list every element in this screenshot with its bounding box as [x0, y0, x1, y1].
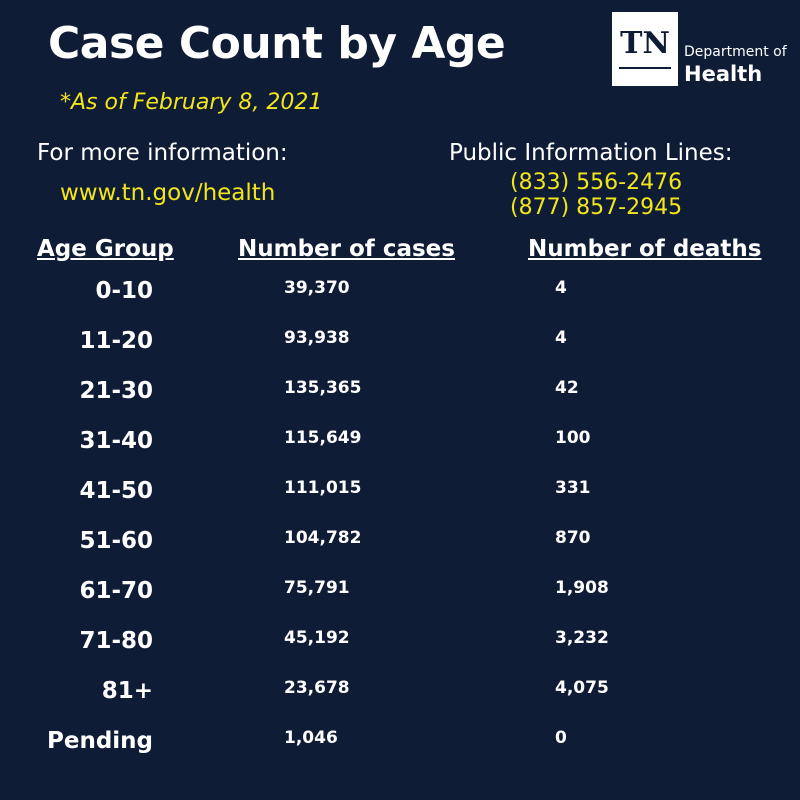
deaths-cell: 4,075 — [555, 678, 609, 698]
age-group-cell: 71-80 — [79, 628, 153, 654]
table-row: 31-40 115,649 100 — [0, 428, 800, 478]
table-row: 61-70 75,791 1,908 — [0, 578, 800, 628]
table-row: 11-20 93,938 4 — [0, 328, 800, 378]
logo-department-text: Department of — [684, 44, 787, 60]
deaths-cell: 42 — [555, 378, 579, 398]
deaths-cell: 1,908 — [555, 578, 609, 598]
tn-logo-box: TN — [612, 12, 678, 86]
phone-number-2[interactable]: (877) 857-2945 — [510, 195, 683, 220]
table-row: Pending 1,046 0 — [0, 728, 800, 778]
public-info-lines-label: Public Information Lines: — [449, 140, 733, 166]
logo-health-text: Health — [684, 62, 763, 86]
deaths-header: Number of deaths — [528, 236, 762, 262]
age-group-cell: 11-20 — [79, 328, 153, 354]
table-row: 21-30 135,365 42 — [0, 378, 800, 428]
age-group-cell: 21-30 — [79, 378, 153, 404]
phone-number-1[interactable]: (833) 556-2476 — [510, 170, 683, 195]
table-row: 71-80 45,192 3,232 — [0, 628, 800, 678]
cases-cell: 1,046 — [284, 728, 338, 748]
cases-header: Number of cases — [238, 236, 455, 262]
cases-cell: 23,678 — [284, 678, 350, 698]
age-group-cell: 31-40 — [79, 428, 153, 454]
deaths-cell: 3,232 — [555, 628, 609, 648]
cases-cell: 115,649 — [284, 428, 362, 448]
deaths-cell: 4 — [555, 278, 567, 298]
table-row: 41-50 111,015 331 — [0, 478, 800, 528]
age-group-cell: 81+ — [101, 678, 153, 704]
cases-cell: 104,782 — [284, 528, 362, 548]
as-of-date: *As of February 8, 2021 — [60, 90, 323, 115]
cases-cell: 45,192 — [284, 628, 350, 648]
deaths-cell: 4 — [555, 328, 567, 348]
age-group-cell: Pending — [46, 728, 153, 754]
age-group-header: Age Group — [37, 236, 174, 262]
tn-logo-mark: TN — [620, 26, 670, 61]
cases-cell: 93,938 — [284, 328, 350, 348]
age-group-cell: 51-60 — [79, 528, 153, 554]
deaths-cell: 870 — [555, 528, 591, 548]
deaths-cell: 100 — [555, 428, 591, 448]
table-row: 51-60 104,782 870 — [0, 528, 800, 578]
page-title: Case Count by Age — [48, 18, 506, 69]
cases-cell: 135,365 — [284, 378, 362, 398]
cases-cell: 75,791 — [284, 578, 350, 598]
table-row: 0-10 39,370 4 — [0, 278, 800, 328]
deaths-cell: 331 — [555, 478, 591, 498]
age-group-cell: 61-70 — [79, 578, 153, 604]
tn-health-logo: TN Department of Health — [612, 12, 792, 86]
more-info-label: For more information: — [37, 140, 288, 166]
cases-cell: 111,015 — [284, 478, 362, 498]
tn-logo-rule — [619, 67, 671, 69]
deaths-cell: 0 — [555, 728, 567, 748]
more-info-url[interactable]: www.tn.gov/health — [60, 180, 276, 206]
table-row: 81+ 23,678 4,075 — [0, 678, 800, 728]
age-group-cell: 0-10 — [95, 278, 153, 304]
age-group-cell: 41-50 — [79, 478, 153, 504]
cases-cell: 39,370 — [284, 278, 350, 298]
